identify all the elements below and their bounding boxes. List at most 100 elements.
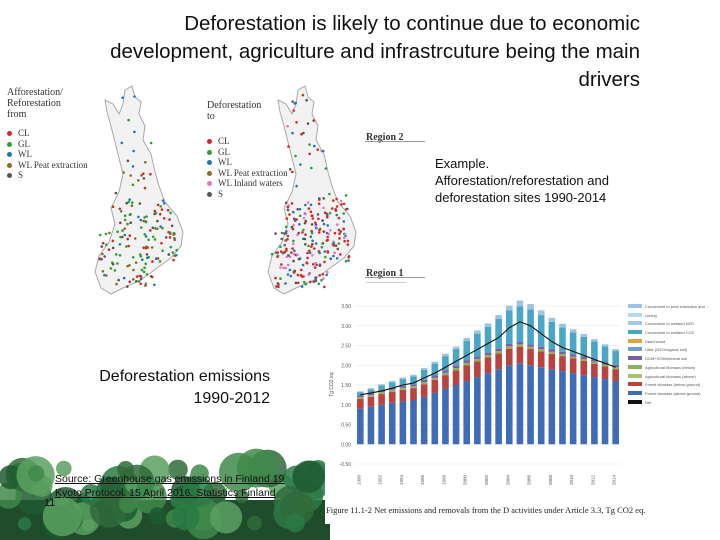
legend-label: S (218, 188, 224, 199)
map-point (284, 266, 288, 270)
legend-swatch-icon (628, 312, 642, 317)
map-point (300, 285, 304, 288)
map-point (303, 281, 306, 284)
bar-segment (420, 396, 428, 445)
bar-segment (474, 330, 481, 334)
chart-legend-item: Forest biomass (below ground) (628, 382, 709, 391)
bar-segment (357, 397, 364, 399)
region-divider (366, 282, 406, 283)
map-point (284, 282, 287, 285)
map-point (159, 225, 162, 228)
map-point (166, 209, 170, 212)
bar-segment (601, 379, 609, 445)
map-point (303, 221, 307, 225)
bar-segment (399, 389, 407, 402)
chart-legend-label: Litter (N2O/organic soil) (645, 347, 688, 353)
map-point (147, 238, 150, 242)
map-point (138, 274, 142, 278)
map-point (288, 168, 292, 171)
bar-segment (399, 385, 407, 388)
map-point (126, 285, 129, 288)
map-point (338, 232, 341, 235)
map-point (313, 144, 316, 148)
slide-title: Deforestation is likely to continue due … (110, 12, 640, 91)
emissions-chart: -0.50 0.00 0.50 1.00 1.50 2.00 2.50 3.00 3.50 Tg … (325, 296, 713, 524)
source-line[interactable]: Source: Greenhouse gas emissions in Finl… (55, 473, 285, 485)
map-point (343, 239, 346, 243)
map-point (143, 233, 147, 236)
bar-segment (580, 360, 588, 376)
bar-segment (463, 360, 471, 363)
legend-dot-icon (207, 181, 212, 187)
chart-legend-item: DOM+SOM/mineral soil (628, 356, 709, 365)
map-point (151, 260, 154, 263)
y-tick-label: 0.00 (341, 442, 351, 448)
legend-dot-icon (207, 191, 212, 197)
map-point (144, 220, 148, 223)
map-point (116, 230, 119, 234)
bar-segment (484, 373, 492, 445)
map-point (280, 263, 283, 266)
y-tick-label: 1.50 (341, 383, 351, 389)
map-point (172, 233, 175, 236)
legend-item: WL Peat extraction (7, 160, 88, 171)
bar-segment (580, 375, 588, 445)
map-point (158, 212, 162, 216)
foliage-shapes (0, 448, 330, 540)
map-point (302, 131, 305, 135)
map-point (285, 230, 288, 233)
map-point (311, 254, 314, 257)
bar-segment (612, 367, 619, 370)
map-point (156, 227, 159, 230)
map-point (294, 101, 297, 105)
map-point (132, 149, 135, 153)
map-point (127, 118, 130, 122)
bar-segment (559, 356, 566, 372)
map-point (302, 228, 305, 232)
example-caption: Example. Afforestation/reforestation and… (435, 155, 685, 206)
map-point (130, 201, 134, 204)
map-point (301, 93, 305, 97)
legend-dot-icon (7, 131, 12, 137)
map-point (334, 208, 337, 211)
source-line[interactable]: Kyoto Protocol. 15 April 2016. Statistic… (55, 487, 276, 499)
legend-title-line: Deforestation (207, 100, 262, 111)
map-point (144, 262, 147, 266)
map-point (304, 233, 307, 236)
map-point (322, 230, 326, 233)
bar-segment (591, 377, 598, 445)
bar-segment (548, 351, 556, 354)
map-point (346, 239, 350, 243)
map-point (337, 242, 341, 245)
map-point (305, 261, 308, 264)
map-point (317, 231, 321, 234)
map-point (293, 249, 296, 253)
map-point (167, 230, 170, 234)
map-point (118, 254, 122, 257)
map-point (142, 246, 145, 249)
map-point (309, 210, 313, 213)
x-tick-label: 1990 (356, 474, 361, 485)
map-point (304, 203, 307, 207)
bar-segment (548, 369, 556, 445)
map-point (292, 239, 295, 243)
bar-segment (591, 361, 598, 364)
map-point (151, 235, 155, 239)
deforestation-map (267, 85, 357, 295)
bar-segment (591, 363, 598, 378)
bar-segment (580, 334, 588, 337)
source-citation-link[interactable]: Source: Greenhouse gas emissions in Finl… (55, 472, 317, 500)
map-point (275, 285, 278, 288)
map-point (123, 227, 126, 230)
foliage-leaf (182, 476, 214, 508)
foliage-leaf (285, 513, 305, 533)
map-point (321, 273, 325, 276)
deforestation-legend: Deforestation to CL GL WL WL Peat extrac… (207, 100, 288, 199)
map-point (105, 274, 108, 277)
legend-title-line: Afforestation/ (7, 87, 63, 98)
map-point (312, 280, 316, 284)
bar-segment (559, 351, 566, 355)
map-point (128, 234, 132, 237)
map-point (324, 167, 328, 170)
legend-label: CL (218, 136, 230, 146)
